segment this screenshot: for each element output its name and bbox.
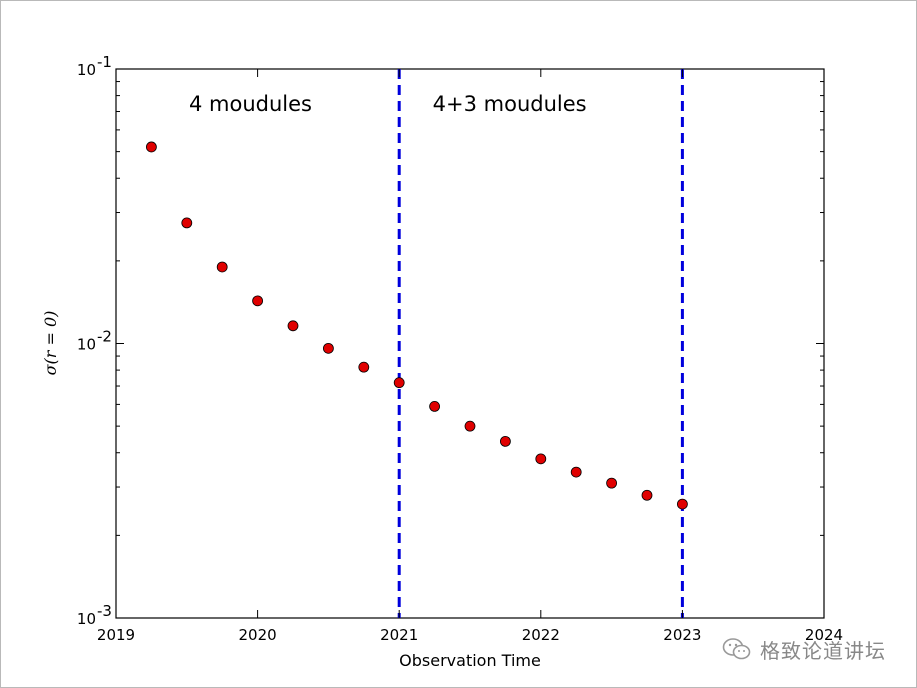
x-tick-label: 2022 bbox=[522, 626, 560, 644]
y-tick-label: 10 bbox=[77, 610, 96, 628]
data-point bbox=[464, 420, 476, 432]
y-tick-exponent: -1 bbox=[97, 53, 112, 71]
plot-area bbox=[115, 68, 825, 619]
data-point bbox=[570, 466, 582, 478]
x-tick-label: 2021 bbox=[380, 626, 418, 644]
data-point bbox=[606, 477, 617, 489]
data-point bbox=[287, 320, 299, 332]
x-tick-label: 2024 bbox=[805, 626, 843, 644]
x-tick-label: 2019 bbox=[97, 626, 135, 644]
data-point bbox=[145, 141, 157, 153]
y-tick-label: 10 bbox=[77, 61, 96, 79]
x-axis-title: Observation Time bbox=[399, 651, 541, 670]
data-point bbox=[216, 261, 228, 273]
region-annotation: 4+3 moudules bbox=[433, 92, 587, 116]
data-point bbox=[393, 377, 405, 389]
y-tick-label: 10 bbox=[77, 336, 96, 354]
y-tick-exponent: -3 bbox=[97, 602, 112, 620]
data-point bbox=[641, 489, 653, 501]
data-point bbox=[677, 498, 688, 510]
watermark-text: 格致论道讲坛 bbox=[760, 638, 886, 663]
y-tick-exponent: -2 bbox=[97, 328, 112, 346]
watermark: 格致论道讲坛 bbox=[722, 634, 886, 664]
x-tick-label: 2023 bbox=[663, 626, 701, 644]
region-annotation: 4 moudules bbox=[189, 92, 312, 116]
wechat-icon bbox=[722, 638, 751, 660]
data-point bbox=[535, 453, 547, 465]
x-tick-label: 2020 bbox=[239, 626, 277, 644]
data-point bbox=[252, 295, 264, 307]
data-point bbox=[499, 435, 511, 447]
data-point bbox=[358, 361, 370, 373]
data-point bbox=[322, 342, 334, 354]
data-point bbox=[181, 217, 193, 229]
y-axis-title: σ(r = 0) bbox=[41, 311, 60, 376]
data-point bbox=[429, 401, 441, 412]
